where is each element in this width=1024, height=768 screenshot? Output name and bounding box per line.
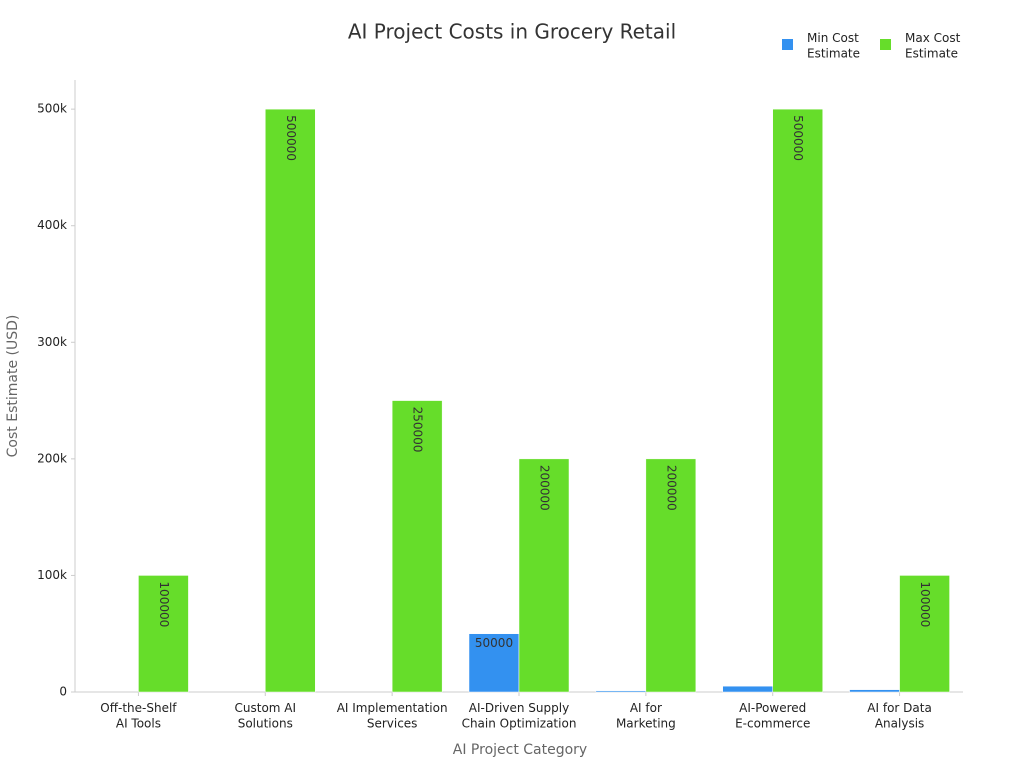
data-label: 50000 xyxy=(475,636,513,650)
legend-swatch xyxy=(880,39,891,50)
y-tick-label: 500k xyxy=(37,102,67,116)
chart-title: AI Project Costs in Grocery Retail xyxy=(348,20,676,44)
bar xyxy=(772,108,823,693)
x-tick-label: Off-the-Shelf AI Tools xyxy=(100,701,177,731)
bar xyxy=(518,458,570,693)
x-tick-label: Custom AI Solutions xyxy=(235,701,297,731)
bar xyxy=(138,575,189,693)
bar xyxy=(645,458,697,693)
x-tick-label: AI-Driven Supply Chain Optimization xyxy=(462,701,577,731)
y-tick-label: 0 xyxy=(59,685,67,699)
data-label: 100000 xyxy=(918,581,932,627)
data-label: 500000 xyxy=(284,115,298,161)
bar xyxy=(722,685,773,693)
legend-label: Max Cost Estimate xyxy=(905,31,961,61)
data-label: 100000 xyxy=(157,581,171,627)
bar xyxy=(899,575,950,693)
bar xyxy=(849,689,900,693)
legend-swatch xyxy=(782,39,793,50)
y-tick-label: 400k xyxy=(37,218,67,232)
legend-label: Min Cost Estimate xyxy=(807,31,860,61)
data-label: 200000 xyxy=(664,465,678,511)
data-label: 500000 xyxy=(791,115,805,161)
y-tick-label: 300k xyxy=(37,335,67,349)
y-tick-label: 200k xyxy=(37,451,67,465)
bar xyxy=(391,400,443,693)
bar xyxy=(595,690,647,693)
x-tick-label: AI-Powered E-commerce xyxy=(735,701,810,731)
x-axis-title: AI Project Category xyxy=(453,742,587,758)
data-label: 200000 xyxy=(538,465,552,511)
bar xyxy=(468,633,520,693)
x-tick-label: AI Implementation Services xyxy=(337,701,448,731)
x-tick-label: AI for Marketing xyxy=(616,701,676,731)
y-axis-title: Cost Estimate (USD) xyxy=(5,315,21,458)
data-label: 250000 xyxy=(411,407,425,453)
bar xyxy=(265,108,316,693)
y-tick-label: 100k xyxy=(37,568,67,582)
x-tick-label: AI for Data Analysis xyxy=(867,701,932,731)
